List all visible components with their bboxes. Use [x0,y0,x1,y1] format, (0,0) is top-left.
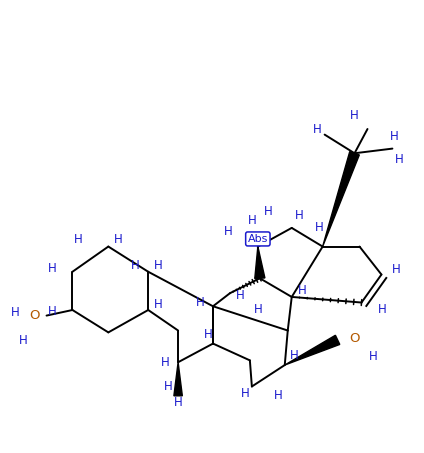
Text: O: O [349,332,360,345]
Text: H: H [378,303,387,316]
Text: H: H [236,289,244,302]
Text: H: H [223,225,232,238]
Text: H: H [290,349,299,362]
Polygon shape [323,152,359,246]
Text: H: H [74,232,83,246]
Text: H: H [204,328,212,341]
Text: H: H [240,386,249,400]
Text: H: H [248,214,256,227]
Text: H: H [164,380,173,393]
Text: H: H [296,209,304,222]
Text: H: H [313,122,322,135]
Polygon shape [174,362,182,396]
Text: H: H [395,153,404,166]
Text: H: H [114,232,123,246]
Text: H: H [19,334,28,347]
Text: H: H [154,259,162,272]
Text: H: H [161,356,170,369]
Polygon shape [285,335,340,365]
Text: H: H [315,222,324,234]
Text: H: H [154,298,162,311]
Text: H: H [48,305,57,318]
Polygon shape [255,246,265,279]
Text: H: H [195,296,204,309]
Text: H: H [273,389,282,402]
Text: H: H [390,130,399,143]
Text: H: H [298,284,307,297]
Text: H: H [48,262,57,275]
Text: H: H [254,303,262,316]
Text: H: H [11,306,20,319]
Text: Abs: Abs [248,234,268,244]
Text: H: H [263,205,272,217]
Text: H: H [174,396,182,409]
Text: H: H [350,110,359,122]
Text: H: H [131,259,139,272]
Text: O: O [29,309,40,322]
Text: H: H [369,350,378,363]
Text: H: H [392,263,401,276]
